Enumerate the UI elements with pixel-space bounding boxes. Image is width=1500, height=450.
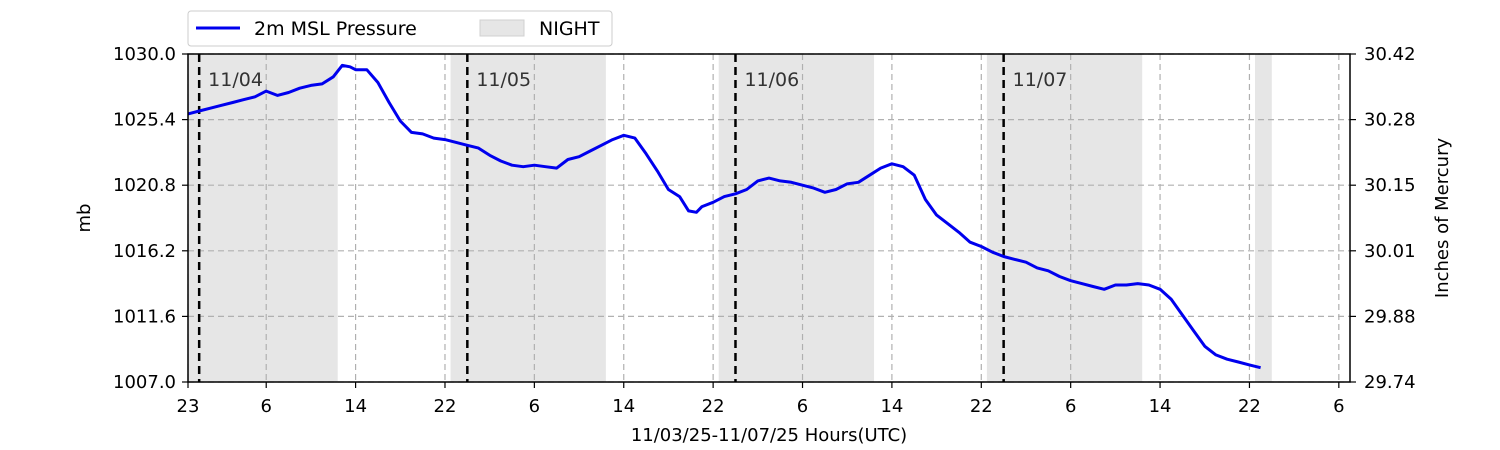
y-right-tick-label: 30.42 [1364,44,1416,65]
y-right-tick-label: 30.28 [1364,110,1416,131]
y-left-tick-label: 1025.4 [113,110,176,131]
y-axis-left-title: mb [74,204,95,233]
night-bands [188,54,1272,382]
y-right-tick-label: 30.15 [1364,175,1416,196]
y-left-tick-label: 1020.8 [113,175,176,196]
y-left-tick-label: 1011.6 [113,306,176,327]
x-axis-title: 11/03/25-11/07/25 Hours(UTC) [631,425,907,446]
day-marker-label: 11/04 [208,69,263,91]
x-tick-label: 14 [612,396,635,417]
x-tick-label: 6 [260,396,271,417]
x-tick-label: 6 [1333,396,1344,417]
day-marker-label: 11/07 [1013,69,1068,91]
x-tick-label: 22 [702,396,725,417]
legend: 2m MSL Pressure NIGHT [188,11,612,46]
legend-night-swatch [480,20,524,36]
y-right-tick-label: 29.88 [1364,306,1416,327]
legend-night-label: NIGHT [539,18,600,40]
x-tick-label: 14 [1149,396,1172,417]
night-band [188,54,338,382]
x-tick-label: 6 [529,396,540,417]
y-right-tick-label: 29.74 [1364,372,1416,393]
y-left-tick-label: 1007.0 [113,372,176,393]
x-tick-label: 23 [177,396,200,417]
x-tick-label: 14 [880,396,903,417]
x-tick-label: 6 [797,396,808,417]
legend-pressure-label: 2m MSL Pressure [254,18,417,40]
y-left-tick-label: 1030.0 [113,44,176,65]
day-marker-label: 11/05 [476,69,531,91]
night-band [987,54,1142,382]
x-tick-label: 6 [1065,396,1076,417]
x-tick-label: 22 [434,396,457,417]
x-tick-label: 22 [1238,396,1261,417]
night-band [719,54,874,382]
night-band [1255,54,1272,382]
x-tick-label: 22 [970,396,993,417]
y-left-tick-label: 1016.2 [113,241,176,262]
x-tick-label: 14 [344,396,367,417]
night-band [451,54,606,382]
day-marker-label: 11/06 [744,69,799,91]
y-axis-right-title: Inches of Mercury [1432,138,1453,299]
y-right-tick-label: 30.01 [1364,241,1416,262]
